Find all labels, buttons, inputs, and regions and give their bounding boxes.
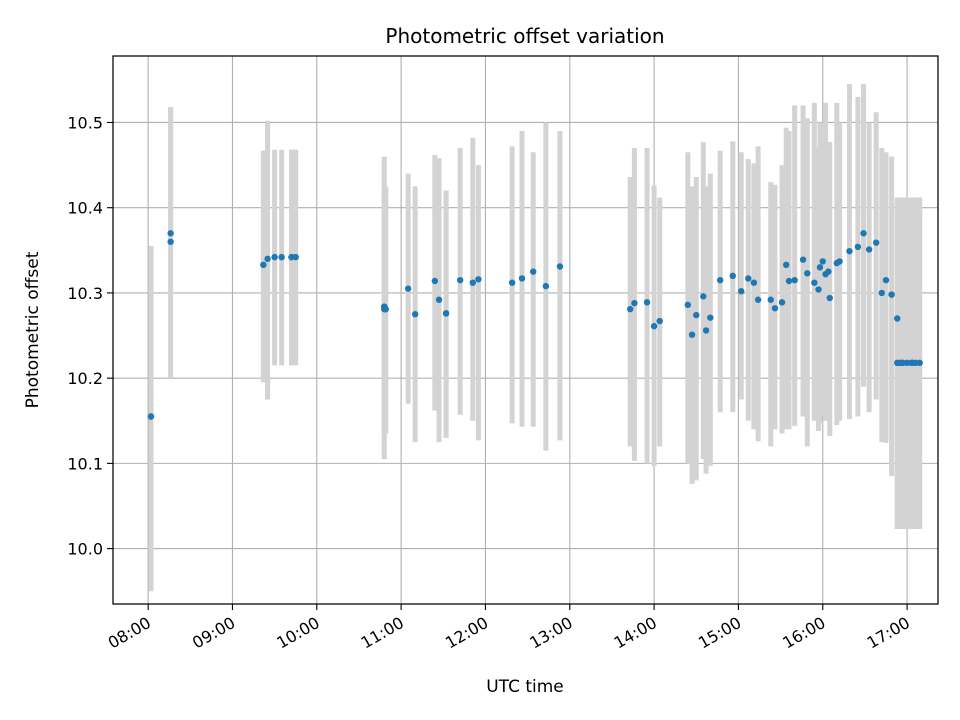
data-point [882,276,890,284]
y-tick-label: 10.5 [67,113,103,132]
plot-frame [112,55,939,605]
y-axis-label: Photometric offset [23,251,43,408]
data-points [147,230,923,420]
data-point [778,299,786,306]
y-tick-label: 10.2 [67,369,103,388]
data-point [702,327,710,334]
y-tick-label: 10.3 [67,284,103,303]
data-point [888,291,895,298]
data-point [811,279,818,286]
data-point [878,289,885,297]
data-point [825,268,832,275]
data-point [872,239,880,246]
data-point [767,296,774,303]
data-point [815,286,822,293]
data-point [456,276,464,284]
data-point [684,301,692,309]
data-point [819,258,826,265]
chart-title: Photometric offset variation [385,24,664,48]
data-point [167,230,174,237]
data-point [411,311,419,318]
data-point [656,317,663,325]
data-point [431,277,439,285]
data-point [631,299,638,307]
data-point [854,243,862,251]
data-point [783,261,790,269]
data-point [785,277,793,285]
y-tick-label: 10.4 [67,199,103,218]
data-point [729,272,737,280]
data-point [167,238,174,245]
data-point [508,279,516,286]
data-point [836,258,843,265]
data-point [894,315,901,322]
data-point [860,230,867,237]
data-point [916,359,923,367]
y-axis-ticks: 10.0 10.1 10.2 10.3 10.4 10.5 [67,113,113,559]
data-point [404,285,412,292]
data-point [700,293,707,300]
data-point [745,275,752,282]
data-point [260,261,267,269]
data-point [688,331,696,338]
data-point [382,305,389,313]
data-point [542,282,550,290]
data-point [627,305,634,313]
data-point [518,275,526,282]
data-point [278,253,285,261]
data-point [738,288,745,295]
y-tick-label: 10.0 [67,540,103,559]
data-point [804,270,811,277]
x-axis-label: UTC time [486,677,564,697]
data-point [469,279,476,286]
data-point [816,264,824,271]
data-point [475,276,482,283]
data-point [435,296,443,303]
data-point [643,299,651,306]
data-point [707,314,714,321]
data-point [530,268,537,275]
data-point [264,255,271,263]
data-point [650,322,658,330]
data-point [754,296,762,303]
data-point [750,279,758,286]
data-point [556,263,564,270]
data-point [442,310,450,317]
data-point [791,276,798,284]
data-point [271,253,278,261]
data-point [147,413,155,420]
data-point [716,276,724,284]
y-tick-label: 10.1 [67,454,103,473]
data-point [292,253,299,261]
data-point [771,305,779,312]
data-point [865,246,873,253]
data-point [693,311,700,319]
data-point [826,294,833,302]
data-point [846,247,853,255]
data-point [799,256,807,263]
